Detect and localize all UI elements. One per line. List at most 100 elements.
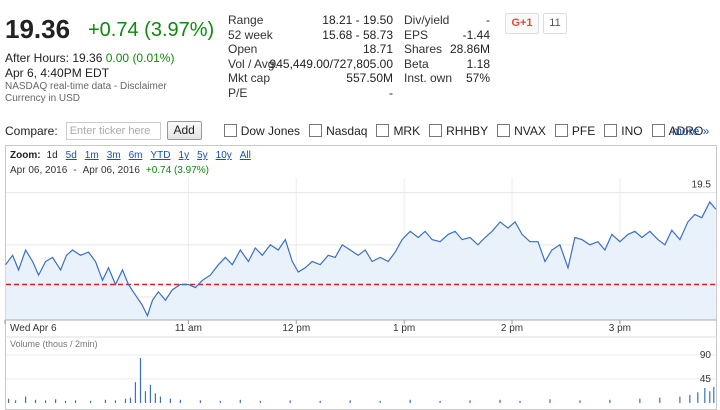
volume-bar <box>289 400 291 403</box>
volume-bar <box>159 396 162 403</box>
stat-label: EPS <box>404 27 429 42</box>
ticker-list: Dow Jones Nasdaq MRK RHHBY NVAX PFE INO ADRO <box>223 123 704 138</box>
volume-bar <box>139 358 142 403</box>
add-button[interactable]: Add <box>166 121 202 140</box>
volume-bar <box>134 382 137 403</box>
stat-value: 28.86M <box>449 42 490 56</box>
ticker-input[interactable]: Enter ticker here <box>65 121 161 140</box>
volume-bar <box>7 398 10 403</box>
y-tick-label: 45 <box>700 374 712 385</box>
zoom-option[interactable]: 3m <box>107 150 121 161</box>
volume-bar <box>64 400 67 403</box>
ticker-checkbox[interactable]: NVAX <box>497 124 546 138</box>
after-hours-label: After Hours: <box>5 51 70 65</box>
volume-bar <box>469 400 471 403</box>
ticker-checkbox[interactable]: ADRO <box>651 123 704 138</box>
ticker-label: MRK <box>393 123 421 138</box>
checkbox <box>309 124 323 137</box>
zoom-option[interactable]: 1m <box>85 150 99 161</box>
volume-bar <box>697 392 699 403</box>
ticker-label: ADRO <box>668 123 704 138</box>
chart-panel: Zoom: 1d 5d 1m 3m 6m YTD 1y 5y 10y All Apr 06, 2016… <box>4 145 717 410</box>
volume-bar <box>349 400 351 403</box>
volume-bar <box>25 396 27 403</box>
volume-bar <box>409 399 411 403</box>
volume-bar <box>259 400 261 403</box>
volume-bar <box>104 399 107 403</box>
volume-bar <box>519 400 521 403</box>
price-line <box>5 200 717 318</box>
x-tick-label: 11 am <box>175 323 202 334</box>
volume-bar <box>239 399 241 403</box>
zoom-option[interactable]: YTD <box>151 150 171 161</box>
volume-bar <box>144 391 147 403</box>
ticker-checkbox[interactable]: Dow Jones <box>223 123 301 138</box>
stat-label: Shares <box>404 42 443 56</box>
ticker-label: Nasdaq <box>326 123 368 138</box>
volume-bar <box>89 400 92 403</box>
range-to: Apr 06, 2016 <box>83 165 141 176</box>
x-tick-label: 1 pm <box>393 323 415 334</box>
checkbox <box>554 124 568 137</box>
volume-bar <box>169 398 171 403</box>
volume-bar <box>659 397 661 403</box>
volume-bar <box>704 388 706 403</box>
plus-one-button[interactable]: G+1 <box>505 13 539 34</box>
ticker-label: INO <box>621 123 643 138</box>
ticker-checkbox[interactable]: MRK <box>376 124 420 138</box>
volume-bar <box>129 397 132 403</box>
range-separator: - <box>73 165 76 176</box>
stat-label: 52 week <box>228 27 273 42</box>
zoom-option[interactable]: 5y <box>197 150 208 161</box>
ticker-label: PFE <box>571 123 596 138</box>
volume-bar <box>439 400 441 403</box>
volume-bar <box>74 400 77 403</box>
zoom-option[interactable]: All <box>240 150 251 161</box>
more-link[interactable]: more » <box>672 124 710 138</box>
stat-label: Beta <box>404 56 429 71</box>
ticker-label: Dow Jones <box>240 123 301 138</box>
volume-bar <box>639 398 641 403</box>
stat-label: Vol / Avg. <box>228 56 278 71</box>
x-tick-label: 2 pm <box>501 323 523 334</box>
volume-bar <box>609 399 611 403</box>
price-area <box>5 202 716 320</box>
volume-bar <box>219 400 221 403</box>
zoom-option[interactable]: 1y <box>179 150 190 161</box>
zoom-option[interactable]: 1d <box>47 150 58 161</box>
x-tick-label: 12 pm <box>282 323 310 334</box>
volume-title: Volume (thous / 2min) <box>10 339 98 349</box>
after-hours-price: 19.36 <box>72 51 103 65</box>
zoom-option[interactable]: 10y <box>216 150 232 161</box>
compare-bar: Compare: Enter ticker here Add Dow Jones… <box>5 121 703 140</box>
plus-one-count: 11 <box>543 13 567 34</box>
zoom-option[interactable]: 5d <box>66 150 77 161</box>
ticker-checkbox[interactable]: PFE <box>554 123 596 138</box>
checkbox <box>604 124 618 137</box>
checkbox <box>429 124 443 137</box>
stat-value: 1.18 <box>466 56 490 71</box>
volume-bar <box>44 400 47 403</box>
volume-bar <box>679 396 681 403</box>
ticker-checkbox[interactable]: RHHBY <box>429 124 488 138</box>
volume-bar <box>689 394 691 403</box>
stat-value: - <box>486 13 490 27</box>
ticker-checkbox[interactable]: Nasdaq <box>309 124 367 138</box>
volume-bar <box>14 400 17 403</box>
data-source: NASDAQ real-time data - Disclaimer <box>5 81 167 92</box>
stat-value: 557.50M <box>346 71 393 85</box>
ticker-checkbox[interactable]: INO <box>604 123 643 138</box>
y-tick-label: 19.5 <box>692 180 712 191</box>
ticker-label: RHHBY <box>446 123 489 138</box>
checkbox <box>497 124 511 137</box>
volume-bar <box>124 398 127 403</box>
volume-bar <box>154 393 156 403</box>
stat-label: Inst. own <box>404 71 453 85</box>
volume-bar <box>54 399 57 403</box>
zoom-option[interactable]: 6m <box>129 150 143 161</box>
volume-bar <box>179 399 182 403</box>
stat-value: -1.44 <box>462 27 490 42</box>
stat-label: Mkt cap <box>228 71 271 85</box>
